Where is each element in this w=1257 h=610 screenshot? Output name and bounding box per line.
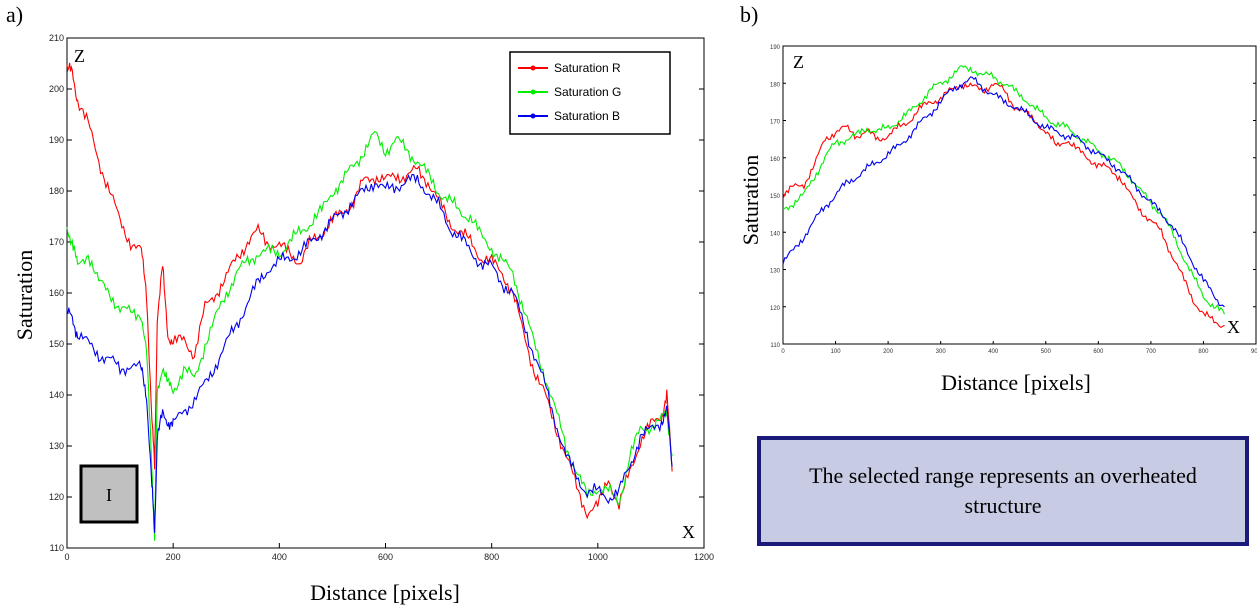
note-box: The selected range represents an overhea… — [757, 436, 1249, 546]
chart-a-legend-b: Saturation B — [554, 109, 620, 123]
chart-b-ytick-label: 190 — [770, 45, 781, 51]
chart-b-series-2-line — [782, 76, 1225, 308]
chart-b-corner-z: Z — [793, 52, 804, 72]
chart-a-xtick-label: 800 — [484, 552, 499, 562]
chart-b: Distance [pixels] Saturation Z X 0 100 200… — [738, 45, 1257, 395]
chart-b-ytick-label: 130 — [770, 269, 781, 275]
chart-b-plot-frame — [782, 45, 1257, 345]
chart-b-xtick-label: 100 — [831, 349, 842, 355]
chart-b-ytick-label: 110 — [770, 343, 780, 349]
chart-b-xtick-label: 600 — [1093, 349, 1104, 355]
chart-b-xtick-label: 500 — [1041, 349, 1052, 355]
chart-a-xtick-label: 200 — [166, 552, 181, 562]
chart-b-ytick-label: 150 — [770, 194, 781, 200]
chart-b-corner-x: X — [1227, 317, 1240, 337]
chart-b-xtick-label: 700 — [1146, 349, 1157, 355]
chart-a-xtick-label: 1000 — [588, 552, 608, 562]
chart-a-ytick-label: 160 — [49, 288, 64, 298]
chart-a-legend-r: Saturation R — [554, 61, 621, 75]
chart-b-xtick-label: 400 — [988, 349, 999, 355]
chart-a-xtick-label: 600 — [378, 552, 393, 562]
chart-b-xtick-label: 200 — [883, 349, 894, 355]
chart-a-ytick-label: 170 — [49, 237, 64, 247]
chart-a-ytick-label: 200 — [49, 84, 64, 94]
chart-b-xtick-label: 900 — [1251, 349, 1257, 355]
chart-a-ytick-label: 110 — [50, 543, 64, 553]
chart-a-ytick-label: 120 — [49, 492, 64, 502]
chart-a-legend-marker — [530, 65, 536, 71]
chart-a-xlabel: Distance [pixels] — [310, 580, 460, 605]
chart-a-ytick-label: 140 — [49, 390, 64, 400]
chart-a-legend-g: Saturation G — [554, 85, 621, 99]
chart-a-corner-z: Z — [74, 46, 85, 66]
chart-b-ytick-label: 180 — [770, 82, 781, 88]
note-text: The selected range represents an overhea… — [809, 463, 1197, 518]
chart-b-xtick-label: 0 — [781, 349, 785, 355]
chart-a-series-1-line — [66, 130, 673, 541]
chart-a-legend-marker — [530, 89, 536, 95]
chart-b-ytick-label: 170 — [770, 120, 781, 126]
chart-a-ytick-label: 150 — [49, 339, 64, 349]
chart-b-xtick-label: 800 — [1198, 349, 1209, 355]
chart-b-series-0-line — [782, 82, 1225, 328]
chart-a-ytick-label: 210 — [49, 33, 64, 43]
chart-a-box-label: I — [106, 485, 112, 505]
chart-a-xtick-label: 1200 — [694, 552, 714, 562]
chart-b-series-1-line — [782, 65, 1226, 315]
chart-a-xtick-label: 400 — [272, 552, 287, 562]
chart-b-ylabel: Saturation — [738, 155, 763, 245]
chart-b-ytick-label: 140 — [770, 231, 781, 237]
panel-b-label: b) — [740, 2, 759, 27]
chart-b-xtick-label: 300 — [936, 349, 947, 355]
chart-b-xlabel: Distance [pixels] — [941, 370, 1091, 395]
chart-a-ylabel: Saturation — [12, 250, 37, 340]
chart-b-ytick-label: 160 — [770, 157, 781, 163]
chart-a-inset-box: I — [79, 464, 139, 524]
chart-a: Distance [pixels] Saturation Z X I Satur… — [12, 33, 714, 605]
chart-a-ytick-label: 190 — [49, 135, 64, 145]
chart-a-corner-x: X — [682, 522, 695, 542]
chart-a-ytick-label: 130 — [49, 441, 64, 451]
chart-b-ytick-label: 120 — [770, 306, 781, 312]
chart-a-series-2-line — [66, 174, 673, 533]
panel-a-label: a) — [6, 2, 24, 27]
chart-a-xtick-label: 0 — [64, 552, 69, 562]
chart-a-ytick-label: 180 — [49, 186, 64, 196]
chart-a-legend-marker — [530, 113, 536, 119]
